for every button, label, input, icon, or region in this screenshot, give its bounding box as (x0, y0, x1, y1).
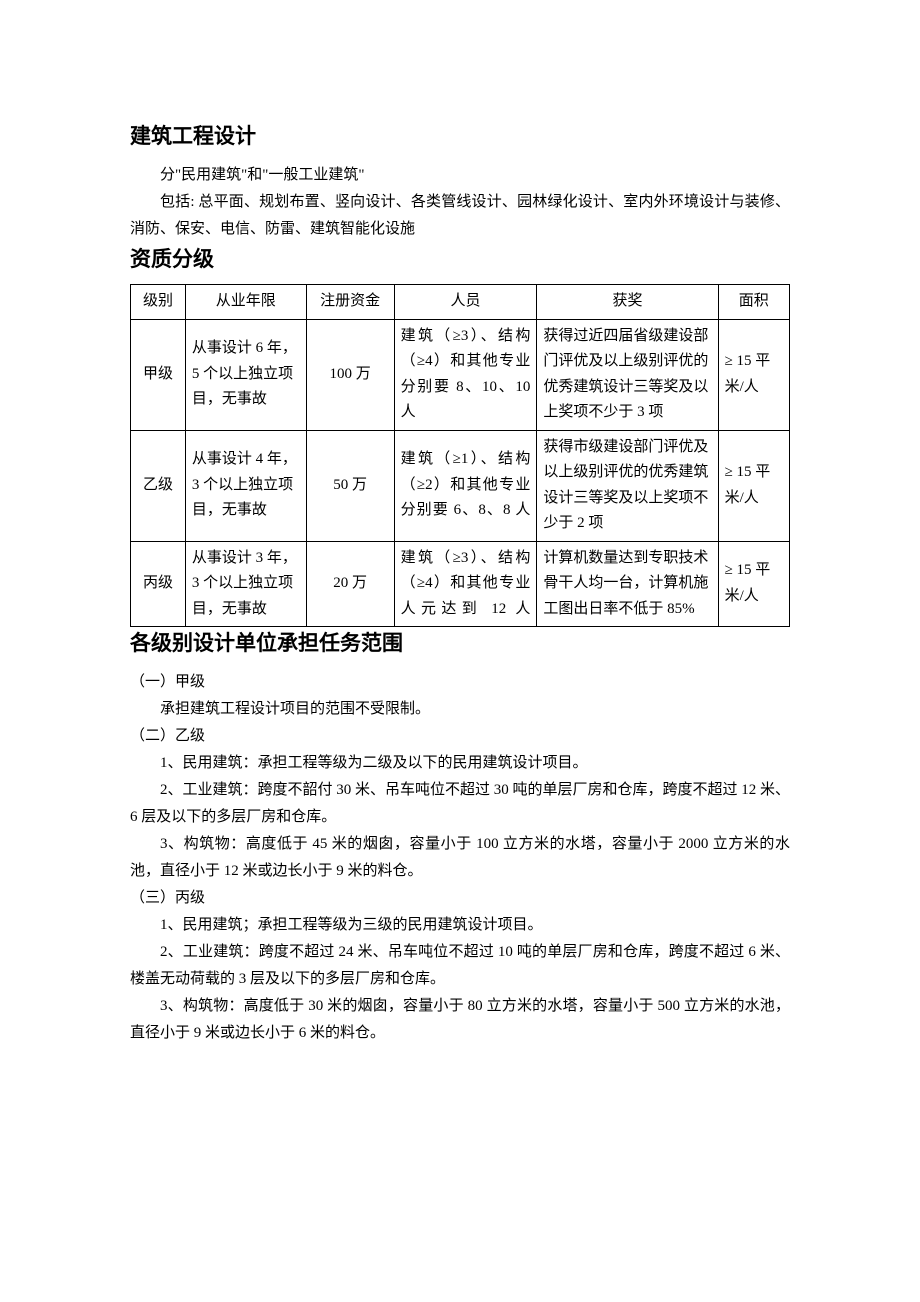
cell-staff: 建筑（≥3）、结构（≥4）和其他专业人元达到 12 人 (394, 541, 537, 627)
scope-item: 3、构筑物：高度低于 30 米的烟囱，容量小于 80 立方米的水塔，容量小于 5… (130, 993, 790, 1047)
scope-container: （一）甲级承担建筑工程设计项目的范围不受限制。（二）乙级1、民用建筑：承担工程等… (130, 669, 790, 1047)
cell-years: 从事设计 3 年，3 个以上独立项目，无事故 (185, 541, 306, 627)
cell-level: 甲级 (131, 319, 186, 430)
cell-capital: 20 万 (306, 541, 394, 627)
cell-years: 从事设计 6 年，5 个以上独立项目，无事故 (185, 319, 306, 430)
cell-award: 获得市级建设部门评优及以上级别评优的优秀建筑设计三等奖及以上奖项不少于 2 项 (537, 430, 718, 541)
header-staff: 人员 (394, 285, 537, 320)
heading-qualification-levels: 资质分级 (130, 243, 790, 277)
table-row: 乙级 从事设计 4 年，3 个以上独立项目，无事故 50 万 建筑（≥1）、结构… (131, 430, 790, 541)
scope-item: 1、民用建筑：承担工程等级为二级及以下的民用建筑设计项目。 (130, 750, 790, 777)
paragraph-classification: 分"民用建筑"和"一般工业建筑" (130, 162, 790, 189)
cell-level: 丙级 (131, 541, 186, 627)
cell-area: ≥ 15 平米/人 (718, 430, 789, 541)
cell-award: 获得过近四届省级建设部门评优及以上级别评优的优秀建筑设计三等奖及以上奖项不少于 … (537, 319, 718, 430)
heading-task-scope: 各级别设计单位承担任务范围 (130, 627, 790, 661)
qualification-table: 级别 从业年限 注册资金 人员 获奖 面积 甲级 从事设计 6 年，5 个以上独… (130, 284, 790, 627)
scope-group-title: （一）甲级 (130, 669, 790, 696)
heading-architecture-design: 建筑工程设计 (130, 120, 790, 154)
cell-award: 计算机数量达到专职技术骨干人均一台，计算机施工图出日率不低于 85% (537, 541, 718, 627)
header-level: 级别 (131, 285, 186, 320)
scope-group-title: （三）丙级 (130, 885, 790, 912)
scope-group-title: （二）乙级 (130, 723, 790, 750)
header-years: 从业年限 (185, 285, 306, 320)
scope-item: 承担建筑工程设计项目的范围不受限制。 (130, 696, 790, 723)
cell-capital: 100 万 (306, 319, 394, 430)
header-capital: 注册资金 (306, 285, 394, 320)
paragraph-includes: 包括: 总平面、规划布置、竖向设计、各类管线设计、园林绿化设计、室内外环境设计与… (130, 189, 790, 243)
scope-item: 2、工业建筑：跨度不超过 24 米、吊车吨位不超过 10 吨的单层厂房和仓库，跨… (130, 939, 790, 993)
table-row: 丙级 从事设计 3 年，3 个以上独立项目，无事故 20 万 建筑（≥3）、结构… (131, 541, 790, 627)
cell-staff: 建筑（≥1）、结构（≥2）和其他专业分别要 6、8、8 人 (394, 430, 537, 541)
cell-capital: 50 万 (306, 430, 394, 541)
header-award: 获奖 (537, 285, 718, 320)
cell-years: 从事设计 4 年，3 个以上独立项目，无事故 (185, 430, 306, 541)
header-area: 面积 (718, 285, 789, 320)
cell-area: ≥ 15 平米/人 (718, 541, 789, 627)
document-page: 建筑工程设计 分"民用建筑"和"一般工业建筑" 包括: 总平面、规划布置、竖向设… (0, 0, 920, 1167)
cell-level: 乙级 (131, 430, 186, 541)
scope-item: 2、工业建筑：跨度不韶付 30 米、吊车吨位不超过 30 吨的单层厂房和仓库，跨… (130, 777, 790, 831)
cell-area: ≥ 15 平米/人 (718, 319, 789, 430)
table-row: 甲级 从事设计 6 年，5 个以上独立项目，无事故 100 万 建筑（≥3）、结… (131, 319, 790, 430)
table-header-row: 级别 从业年限 注册资金 人员 获奖 面积 (131, 285, 790, 320)
cell-staff: 建筑（≥3）、结构（≥4）和其他专业分别要 8、10、10 人 (394, 319, 537, 430)
scope-item: 1、民用建筑；承担工程等级为三级的民用建筑设计项目。 (130, 912, 790, 939)
scope-item: 3、构筑物：高度低于 45 米的烟囱，容量小于 100 立方米的水塔，容量小于 … (130, 831, 790, 885)
